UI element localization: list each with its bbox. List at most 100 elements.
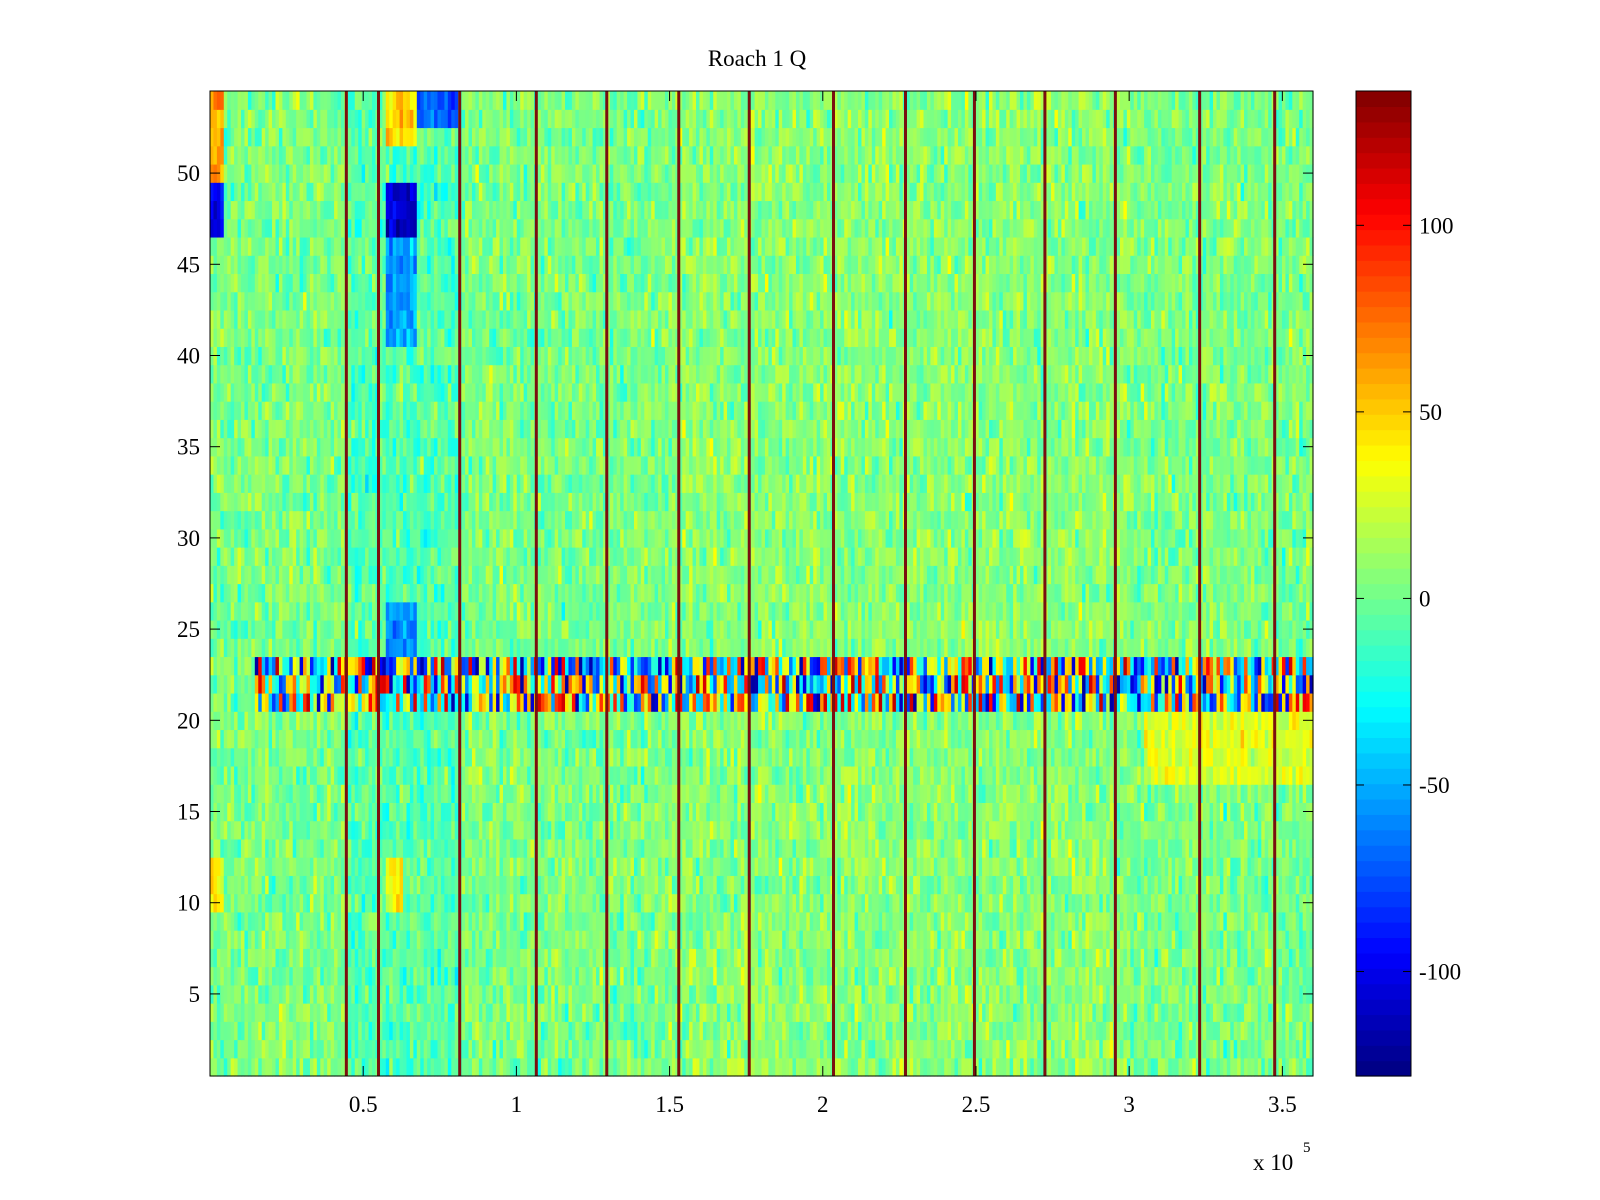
heatmap-cell — [282, 911, 287, 931]
heatmap-cell — [368, 893, 373, 913]
heatmap-cell — [303, 911, 308, 931]
heatmap-cell — [551, 948, 556, 968]
heatmap-cell — [988, 893, 994, 913]
heatmap-cell — [1275, 893, 1280, 913]
heatmap-cell — [771, 1003, 776, 1022]
heatmap-cell — [951, 1003, 956, 1022]
heatmap-cell — [740, 1003, 745, 1022]
heatmap-cell — [947, 893, 952, 913]
heatmap-cell — [633, 1039, 639, 1059]
heatmap-cell — [278, 1039, 283, 1059]
heatmap-cell — [596, 966, 601, 986]
heatmap-cell — [858, 893, 863, 913]
heatmap-cell — [733, 1039, 738, 1059]
heatmap-cell — [1171, 802, 1176, 822]
heatmap-cell — [454, 1021, 459, 1041]
heatmap-cell — [664, 893, 670, 913]
heatmap-cell — [334, 1039, 339, 1059]
heatmap-cell — [702, 838, 707, 858]
heatmap-cell — [1226, 1021, 1231, 1041]
heatmap-cell — [1099, 1057, 1104, 1077]
heatmap-cell — [227, 857, 232, 876]
heatmap-cell — [554, 1057, 559, 1077]
heatmap-cell — [837, 802, 842, 822]
heatmap-cell — [358, 911, 363, 931]
heatmap-cell — [961, 875, 966, 895]
heatmap-cell — [758, 857, 763, 876]
heatmap-cell — [716, 857, 721, 876]
heatmap-cell — [1206, 930, 1211, 949]
heatmap-cell — [571, 1003, 576, 1022]
heatmap-cell — [696, 857, 701, 876]
heatmap-cell — [337, 1057, 342, 1077]
heatmap-cell — [837, 893, 842, 913]
heatmap-cell — [1230, 966, 1235, 986]
heatmap-cell — [658, 893, 663, 913]
heatmap-cell — [261, 857, 266, 876]
heatmap-cell — [1219, 984, 1224, 1004]
heatmap-cell — [895, 838, 900, 858]
heatmap-cell — [1037, 1039, 1042, 1059]
heatmap-cell — [382, 893, 387, 913]
heatmap-cell — [1223, 1003, 1228, 1022]
heatmap-cell — [254, 984, 259, 1004]
heatmap-cell — [809, 911, 814, 931]
heatmap-cell — [1020, 1021, 1025, 1041]
heatmap-cell — [592, 838, 597, 858]
heatmap-cell — [1040, 930, 1045, 949]
heatmap-cell — [451, 1003, 456, 1022]
heatmap-cell — [861, 1057, 866, 1077]
heatmap-cell — [1171, 857, 1176, 876]
heatmap-cell — [1037, 930, 1042, 949]
heatmap-cell — [1064, 1021, 1069, 1041]
heatmap-cell — [465, 875, 470, 895]
heatmap-cell — [792, 820, 797, 840]
heatmap-cell — [1075, 1039, 1080, 1059]
heatmap-cell — [292, 820, 297, 840]
heatmap-cell — [337, 911, 342, 931]
heatmap-cell — [596, 1057, 601, 1077]
heatmap-cell — [613, 1057, 618, 1077]
heatmap-cell — [399, 1003, 404, 1022]
heatmap-cell — [320, 838, 325, 858]
heatmap-cell — [471, 1021, 477, 1041]
heatmap-cell — [895, 893, 900, 913]
heatmap-cell — [1026, 911, 1031, 931]
heatmap-cell — [692, 948, 697, 968]
heatmap-cell — [558, 1039, 563, 1059]
heatmap-cell — [623, 784, 628, 803]
heatmap-cell — [423, 802, 428, 822]
heatmap-cell — [1020, 838, 1025, 858]
heatmap-cell — [1016, 820, 1021, 840]
heatmap-cell — [330, 1021, 335, 1041]
heatmap-cell — [316, 802, 321, 822]
heatmap-cell — [289, 966, 294, 986]
heatmap-cell — [637, 784, 642, 803]
heatmap-cell — [1047, 984, 1052, 1004]
heatmap-cell — [1085, 802, 1090, 822]
heatmap-cell — [413, 857, 418, 876]
heatmap-cell — [702, 911, 707, 931]
heatmap-cell — [899, 1057, 904, 1077]
heatmap-cell — [737, 984, 742, 1004]
heatmap-cell — [668, 802, 673, 822]
heatmap-cell — [385, 1003, 390, 1022]
heatmap-cell — [482, 875, 487, 895]
heatmap-cell — [1144, 948, 1149, 968]
heatmap-cell — [1175, 1021, 1180, 1041]
heatmap-cell — [1095, 875, 1100, 895]
heatmap-cell — [882, 875, 887, 895]
heatmap-cell — [1126, 802, 1131, 822]
heatmap-cell — [737, 893, 742, 913]
heatmap-cell — [210, 1039, 215, 1059]
heatmap-cell — [1216, 820, 1221, 840]
heatmap-cell — [351, 857, 356, 876]
heatmap-cell — [802, 893, 807, 913]
heatmap-cell — [565, 911, 570, 931]
heatmap-cell — [682, 911, 687, 931]
heatmap-cell — [1264, 820, 1269, 840]
heatmap-cell — [1109, 1021, 1114, 1041]
heatmap-cell — [889, 1003, 894, 1022]
heatmap-cell — [799, 1021, 804, 1041]
heatmap-cell — [871, 1003, 876, 1022]
